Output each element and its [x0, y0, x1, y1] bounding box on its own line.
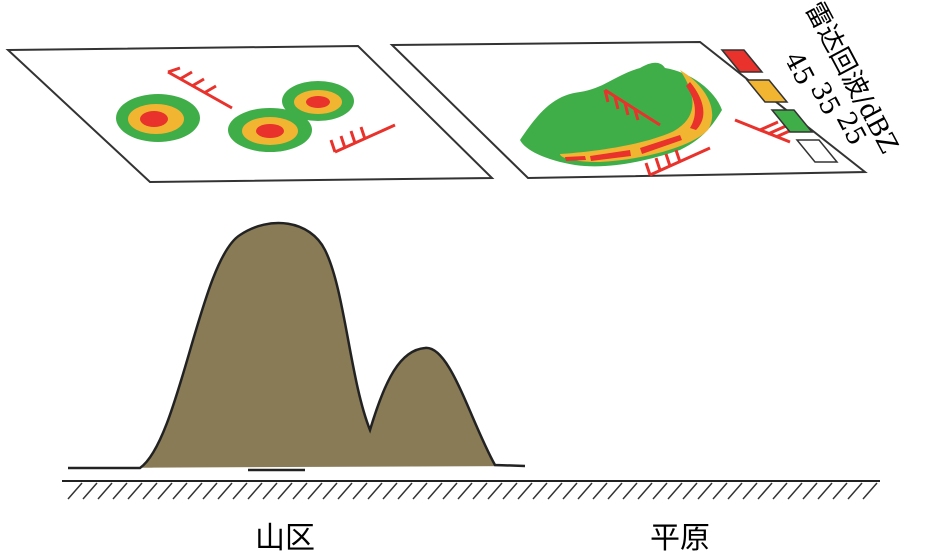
hatch-line [787, 482, 803, 500]
hatch-line [232, 482, 248, 500]
hatch-line [127, 482, 143, 500]
hatch-line [262, 482, 278, 500]
hatch-line [412, 482, 428, 500]
echo-cells [116, 81, 354, 152]
hatch-line [817, 482, 833, 500]
hatch-line [697, 482, 713, 500]
label-plain: 平原 [650, 521, 710, 556]
hatch-line [592, 482, 608, 500]
hatch-line [352, 482, 368, 500]
hatch-line [517, 482, 533, 500]
legend-swatch [795, 139, 839, 163]
hatch-line [112, 482, 128, 500]
hatch-line [547, 482, 563, 500]
hatch-line [637, 482, 653, 500]
wind-barbs [167, 66, 396, 154]
hatch-line [217, 482, 233, 500]
hatch-line [712, 482, 728, 500]
hatch-line [187, 482, 203, 500]
hatch-line [442, 482, 458, 500]
hatch-line [772, 482, 788, 500]
hatch-line [847, 482, 863, 500]
hatch-line [652, 482, 668, 500]
wind-barbs-right [603, 88, 795, 177]
hatch-line [307, 482, 323, 500]
hatch-line [562, 482, 578, 500]
hatch-line [172, 482, 188, 500]
hatch-line [532, 482, 548, 500]
hatch-line [277, 482, 293, 500]
legend-swatch [745, 79, 789, 103]
hatch-line [457, 482, 473, 500]
hatch-line [397, 482, 413, 500]
hatch-line [742, 482, 758, 500]
hatch-line [607, 482, 623, 500]
hatch-line [667, 482, 683, 500]
hatch-line [757, 482, 773, 500]
hatch-line [382, 482, 398, 500]
label-mountain: 山区 [255, 521, 315, 556]
hatch-line [367, 482, 383, 500]
hatch-line [292, 482, 308, 500]
hatch-line [142, 482, 158, 500]
mountains [68, 221, 526, 470]
hatch-line [862, 482, 878, 500]
hatch-line [337, 482, 353, 500]
hatch-line [577, 482, 593, 500]
hatch-line [832, 482, 848, 500]
hatch-line [802, 482, 818, 500]
hatch-line [502, 482, 518, 500]
legend-label: 45 [778, 47, 820, 90]
hatch-line [82, 482, 98, 500]
hatch-line [202, 482, 218, 500]
hatch-line [682, 482, 698, 500]
legend-swatch [770, 109, 814, 133]
hatch-line [472, 482, 488, 500]
hatch-line [97, 482, 113, 500]
hatch-line [727, 482, 743, 500]
hatch-line [67, 482, 83, 500]
ground-hatching [67, 482, 878, 500]
hatch-line [322, 482, 338, 500]
legend-swatch [720, 49, 764, 73]
hatch-line [247, 482, 263, 500]
hatch-line [487, 482, 503, 500]
hatch-line [157, 482, 173, 500]
squall-line [520, 62, 722, 167]
hatch-line [427, 482, 443, 500]
hatch-line [622, 482, 638, 500]
